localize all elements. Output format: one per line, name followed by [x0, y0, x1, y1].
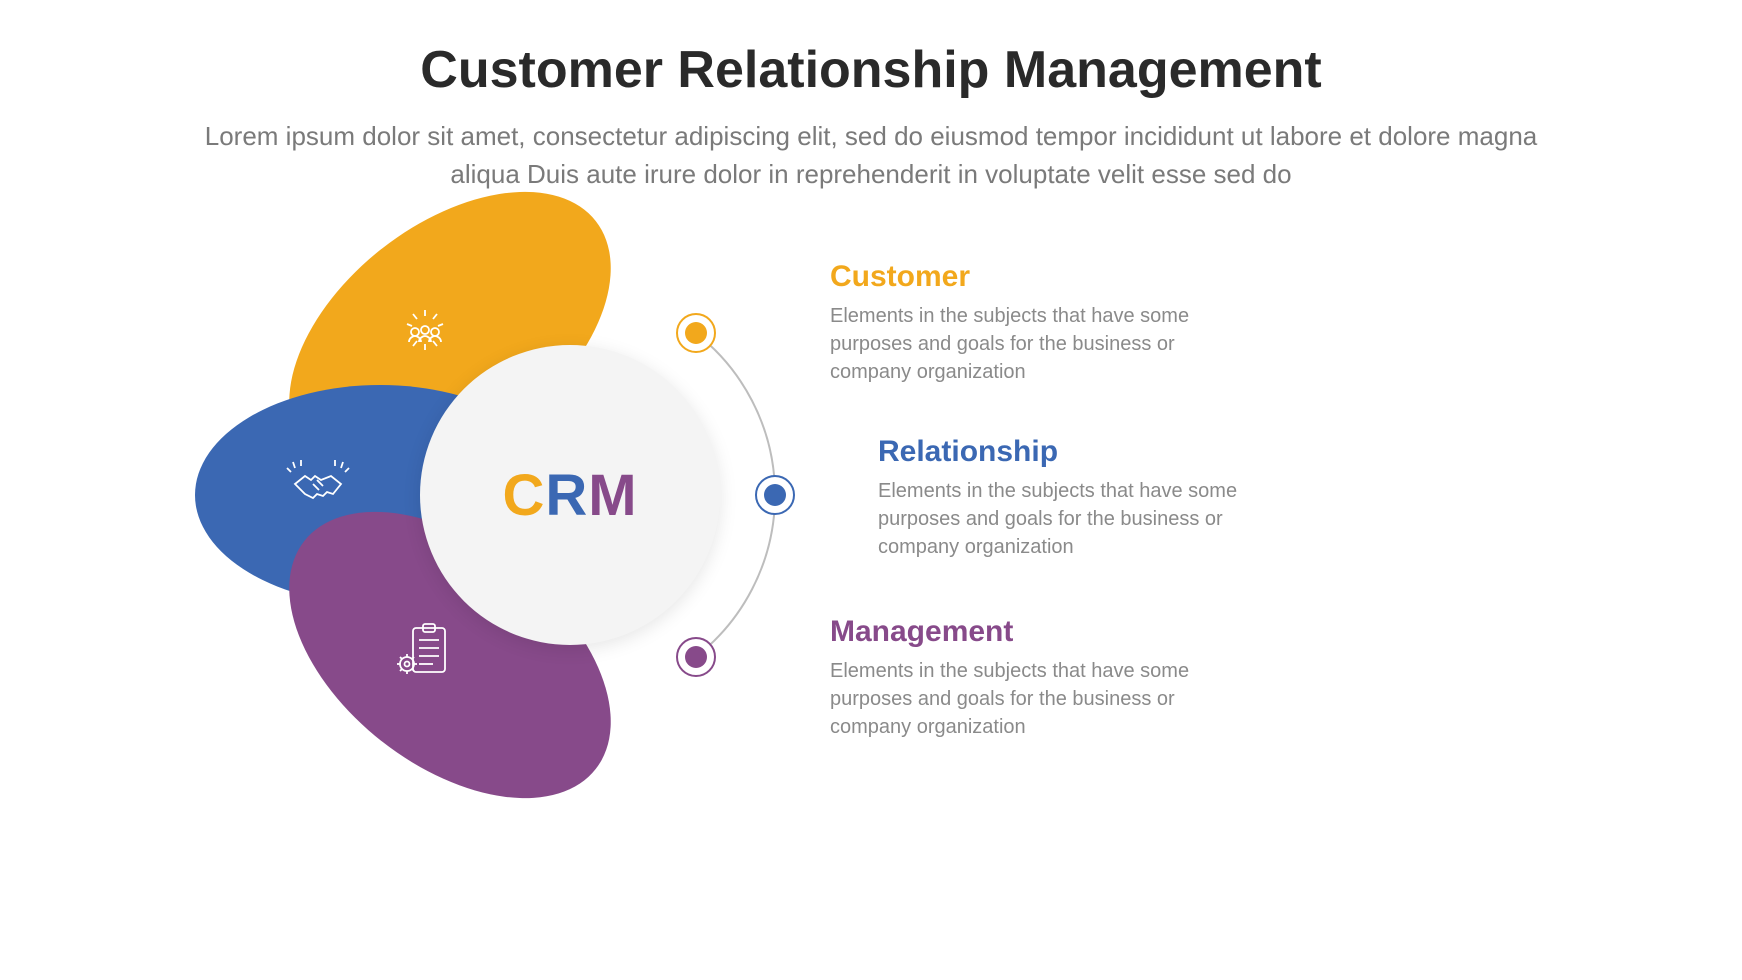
item-title-management: Management: [830, 615, 1260, 649]
item-desc-management: Elements in the subjects that have some …: [830, 657, 1260, 741]
item-title-customer: Customer: [830, 260, 1260, 294]
connector-arc: [0, 0, 1742, 980]
center-acronym: CRM: [502, 462, 637, 529]
center-letter-m: M: [588, 462, 637, 529]
people-icon: [395, 300, 455, 365]
item-desc-relationship: Elements in the subjects that have some …: [878, 477, 1308, 561]
center-letter-c: C: [502, 462, 545, 529]
item-title-relationship: Relationship: [878, 435, 1308, 469]
dot-customer: [676, 313, 716, 353]
item-relationship: Relationship Elements in the subjects th…: [878, 435, 1308, 561]
center-letter-r: R: [545, 462, 588, 529]
clipboard-gear-icon: [395, 620, 451, 685]
item-customer: Customer Elements in the subjects that h…: [830, 260, 1260, 386]
crm-diagram: CRM: [0, 0, 1742, 980]
center-circle: CRM: [420, 345, 720, 645]
handshake-icon: [285, 460, 351, 515]
item-management: Management Elements in the subjects that…: [830, 615, 1260, 741]
dot-management: [676, 637, 716, 677]
item-desc-customer: Elements in the subjects that have some …: [830, 302, 1260, 386]
dot-relationship: [755, 475, 795, 515]
